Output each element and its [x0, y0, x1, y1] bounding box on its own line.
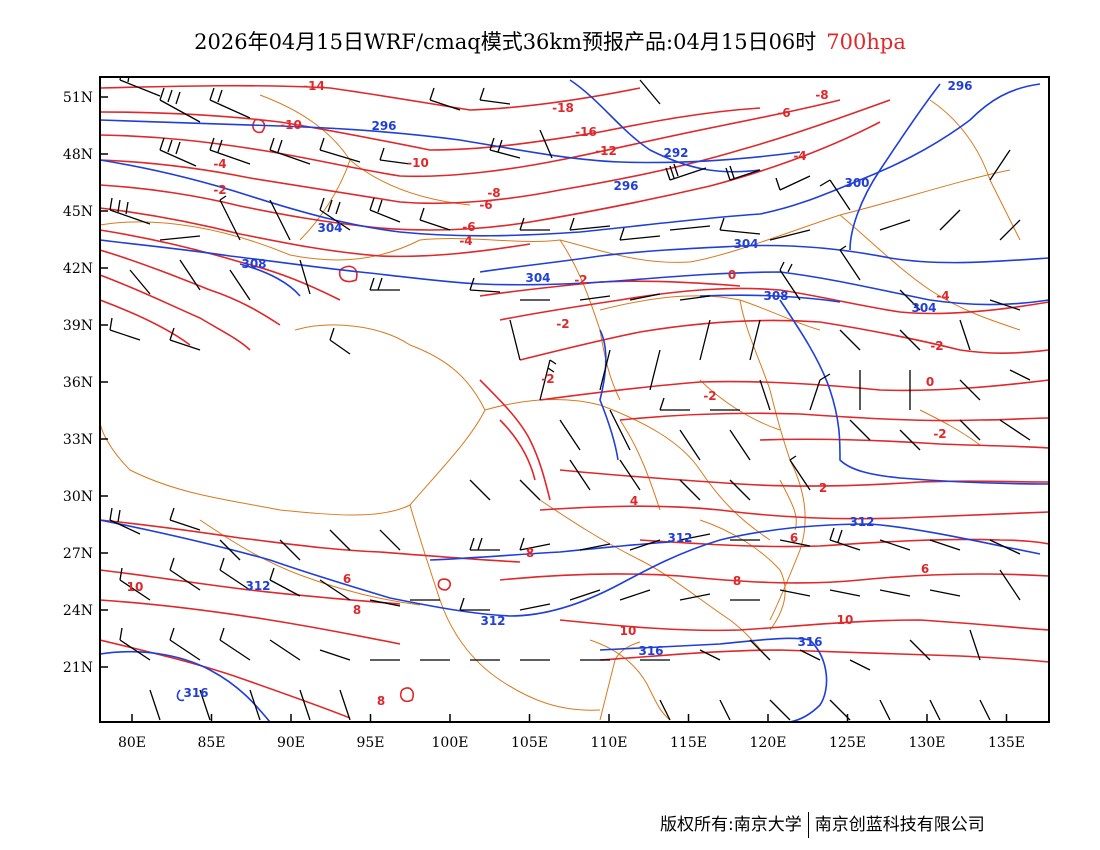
geopotential-label: 316: [797, 635, 822, 649]
temperature-label: -2: [556, 317, 569, 331]
temperature-label: -2: [933, 427, 946, 441]
temperature-label: 2: [819, 481, 827, 495]
x-tick-label: 120E: [750, 735, 787, 751]
map-frame: [99, 76, 1050, 723]
latitude-axis: 51N 48N 45N 42N 39N 36N 33N 30N 27N 24N 21N: [63, 90, 108, 676]
y-tick-label: 36N: [63, 375, 93, 391]
geopotential-label: 304: [317, 221, 342, 235]
temperature-label: 8: [733, 574, 741, 588]
geopotential-label: 312: [849, 515, 874, 529]
title-text: 2026年04月15日WRF/cmaq模式36km预报产品:04月15日06时: [194, 30, 817, 54]
temperature-label: -18: [552, 101, 574, 115]
temperature-label: -8: [487, 186, 500, 200]
geopotential-label: 312: [245, 579, 270, 593]
y-tick-label: 42N: [63, 261, 93, 277]
copyright-owner: 版权所有:南京大学: [660, 815, 802, 835]
temperature-label: 4: [630, 494, 638, 508]
geopotential-label: 304: [911, 301, 936, 315]
x-tick-label: 80E: [118, 735, 146, 751]
y-tick-label: 51N: [63, 90, 93, 106]
footer-divider: [807, 812, 809, 838]
x-tick-label: 100E: [432, 735, 469, 751]
temperature-label: 0: [728, 268, 736, 282]
temperature-label: -6: [462, 220, 475, 234]
geopotential-label: 308: [241, 257, 266, 271]
x-tick-label: 85E: [197, 735, 225, 751]
temperature-label: -2: [703, 389, 716, 403]
wind-barbs: [109, 77, 1031, 721]
longitude-axis: 80E 85E 90E 95E 100E 105E 110E 115E 120E 125E 130E…: [118, 714, 1025, 751]
y-tick-label: 33N: [63, 432, 93, 448]
geopotential-label: 304: [525, 271, 550, 285]
temperature-label: 6: [921, 562, 929, 576]
temperature-contour-labels: -14-10 -16-18-8-6-4-12-10-8-6-4-2-6-4-4-2…: [127, 79, 950, 708]
geopotential-label: 316: [638, 644, 663, 658]
temperature-label: 6: [343, 572, 351, 586]
x-tick-label: 95E: [356, 735, 384, 751]
geopotential-label: 292: [663, 146, 688, 160]
x-tick-label: 90E: [277, 735, 305, 751]
x-tick-label: 110E: [591, 735, 628, 751]
y-tick-label: 39N: [63, 318, 93, 334]
map-title: 2026年04月15日WRF/cmaq模式36km预报产品:04月15日06时 7…: [0, 26, 1100, 56]
temperature-label: 10: [837, 613, 854, 627]
temperature-label: -14: [303, 79, 325, 93]
temperature-label: 10: [127, 580, 144, 594]
temperature-isotherms: [100, 84, 1049, 719]
geopotential-label: 308: [763, 289, 788, 303]
temperature-label: -4: [459, 234, 472, 248]
y-tick-label: 21N: [63, 660, 93, 676]
temperature-label: -6: [479, 198, 492, 212]
temperature-label: 10: [620, 624, 637, 638]
temperature-label: 0: [926, 375, 934, 389]
temperature-label: -4: [213, 157, 226, 171]
geopotential-label: 312: [480, 614, 505, 628]
copyright-footer: 版权所有:南京大学 南京创蓝科技有限公司: [660, 810, 985, 838]
temperature-label: -2: [541, 372, 554, 386]
geopotential-label: 312: [667, 531, 692, 545]
geopotential-label: 304: [733, 237, 758, 251]
temperature-label: -2: [574, 273, 587, 287]
y-tick-label: 27N: [63, 546, 93, 562]
temperature-label: 6: [790, 531, 798, 545]
temperature-label: -10: [280, 118, 302, 132]
border-lines: [100, 94, 1021, 721]
x-tick-label: 115E: [670, 735, 707, 751]
geopotential-label: 316: [183, 686, 208, 700]
x-tick-label: 135E: [988, 735, 1025, 751]
pressure-level: 700hpa: [826, 30, 906, 54]
temperature-label: -8: [815, 88, 828, 102]
temperature-label: -10: [407, 156, 429, 170]
temperature-label: -4: [936, 289, 949, 303]
x-tick-label: 125E: [829, 735, 866, 751]
y-tick-label: 48N: [63, 147, 93, 163]
temperature-label: -16: [575, 125, 597, 139]
geopotential-label: 296: [613, 179, 638, 193]
temperature-label: -4: [793, 149, 806, 163]
temperature-label: -2: [213, 183, 226, 197]
temperature-label: -12: [595, 144, 617, 158]
temperature-label: 8: [353, 603, 361, 617]
y-tick-label: 45N: [63, 204, 93, 220]
temperature-label: 8: [377, 694, 385, 708]
copyright-company: 南京创蓝科技有限公司: [814, 815, 985, 835]
temperature-label: -2: [930, 339, 943, 353]
y-tick-label: 30N: [63, 489, 93, 505]
geopotential-label: 296: [947, 79, 972, 93]
geopotential-label: 296: [371, 119, 396, 133]
x-tick-label: 130E: [909, 735, 946, 751]
x-tick-label: 105E: [511, 735, 548, 751]
temperature-label: 8: [526, 546, 534, 560]
y-tick-label: 24N: [63, 603, 93, 619]
temperature-label: -6: [777, 106, 790, 120]
geopotential-contour-labels: 296 296 292 296 304 300 308 304 304 308 304 312 312 3…: [183, 79, 972, 700]
geopotential-contours: [100, 79, 1049, 722]
geopotential-label: 300: [844, 176, 869, 190]
